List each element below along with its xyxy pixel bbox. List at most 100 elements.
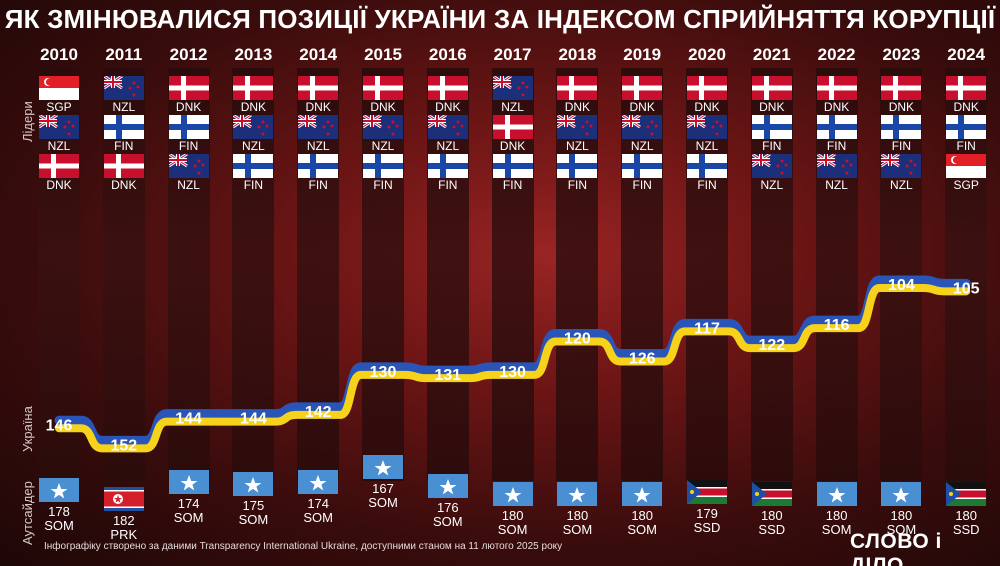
outsider-code: SSD — [952, 522, 980, 538]
ukraine-rank-label: 120 — [564, 330, 591, 347]
outsider-rank: 174 — [177, 495, 200, 511]
year-label: 2019 — [623, 45, 662, 64]
leader-code: DNK — [111, 178, 137, 192]
outsider-rank: 176 — [436, 499, 459, 515]
leader-code: NZL — [242, 139, 265, 153]
som-flag-icon — [881, 482, 922, 507]
som-flag-icon — [298, 469, 339, 494]
outsider-rank: 180 — [955, 508, 978, 524]
leader-code: NZL — [177, 178, 200, 192]
ukraine-rank-label: 152 — [110, 437, 137, 454]
leader-code: FIN — [308, 178, 328, 192]
som-flag-icon — [622, 482, 663, 507]
leader-code: DNK — [305, 100, 331, 114]
leader-code: FIN — [567, 178, 588, 192]
logo: СЛОВО і ДІЛО — [850, 530, 942, 566]
dnk-flag-icon — [427, 76, 468, 100]
year-label: 2014 — [299, 45, 338, 64]
nzl-flag-icon — [881, 154, 922, 178]
outsider-code: PRK — [110, 526, 138, 542]
outsider-code: SSD — [693, 520, 721, 536]
ukraine-rank-label: 130 — [499, 364, 526, 381]
fin-flag-icon — [687, 154, 727, 178]
outsider-rank: 180 — [760, 508, 783, 524]
dnk-flag-icon — [492, 115, 533, 139]
fin-flag-icon — [363, 154, 403, 178]
ukraine-rank-label: 131 — [434, 367, 461, 384]
outsider-rank: 180 — [501, 508, 524, 524]
dnk-flag-icon — [233, 76, 274, 100]
outsider-code: SOM — [432, 513, 463, 529]
leader-code: SGP — [953, 178, 979, 192]
dnk-flag-icon — [751, 76, 792, 100]
dnk-flag-icon — [687, 76, 727, 100]
outsider-rank: 179 — [696, 506, 718, 522]
leader-code: DNK — [759, 100, 785, 114]
outsider-rank: 180 — [566, 508, 589, 524]
nzl-flag-icon — [298, 115, 339, 139]
som-flag-icon — [39, 478, 79, 503]
leader-code: DNK — [370, 100, 396, 114]
year-label: 2021 — [752, 45, 791, 64]
leader-code: NZL — [501, 100, 524, 114]
ssd-flag-icon — [946, 482, 987, 507]
leader-code: FIN — [178, 139, 199, 153]
year-label: 2020 — [688, 45, 726, 64]
leader-code: FIN — [373, 178, 393, 192]
som-flag-icon — [363, 455, 403, 479]
leader-code: FIN — [114, 139, 134, 153]
year-label: 2013 — [234, 45, 273, 64]
ukraine-rank-label: 144 — [175, 411, 202, 428]
nzl-flag-icon — [168, 154, 209, 178]
fin-flag-icon — [103, 115, 144, 139]
leader-code: DNK — [823, 100, 850, 114]
outsider-rank: 178 — [48, 504, 70, 520]
year-label: 2011 — [105, 45, 143, 64]
leader-code: DNK — [240, 100, 267, 114]
leader-code: FIN — [891, 139, 912, 153]
outsider-code: SOM — [886, 522, 917, 538]
leader-code: FIN — [762, 139, 782, 153]
leader-code: NZL — [630, 139, 654, 153]
dnk-flag-icon — [39, 154, 79, 178]
dnk-flag-icon — [168, 76, 209, 100]
fin-flag-icon — [946, 115, 987, 139]
outsider-code: SOM — [238, 511, 269, 527]
outsider-rank: 174 — [307, 495, 330, 511]
leader-code: FIN — [697, 178, 717, 192]
leader-code: NZL — [566, 139, 589, 153]
som-flag-icon — [233, 471, 274, 496]
ukraine-rank-label: 130 — [370, 364, 397, 381]
dnk-flag-icon — [363, 76, 403, 100]
leader-code: FIN — [826, 139, 847, 153]
dnk-flag-icon — [103, 154, 144, 178]
leader-code: FIN — [243, 178, 264, 192]
ukraine-rank-label: 105 — [953, 280, 980, 297]
outsider-code: SSD — [758, 522, 786, 538]
leader-code: DNK — [46, 178, 72, 192]
som-flag-icon — [492, 482, 533, 507]
nzl-flag-icon — [751, 154, 792, 178]
leader-code: FIN — [502, 178, 523, 192]
leader-code: NZL — [436, 139, 460, 153]
ssd-flag-icon — [751, 482, 792, 507]
nzl-flag-icon — [492, 76, 533, 100]
leader-code: DNK — [694, 100, 720, 114]
leader-code: NZL — [371, 139, 395, 153]
nzl-flag-icon — [687, 115, 727, 139]
dnk-flag-icon — [557, 76, 598, 100]
dnk-flag-icon — [816, 76, 857, 100]
year-label: 2012 — [169, 45, 208, 64]
outsider-code: SOM — [303, 509, 333, 525]
year-label: 2024 — [947, 45, 986, 64]
nzl-flag-icon — [39, 115, 79, 139]
outsider-rank: 167 — [372, 481, 394, 496]
sgp-flag-icon — [946, 154, 987, 178]
outsider-rank: 180 — [890, 508, 913, 524]
ukraine-rank-label: 117 — [694, 320, 720, 337]
fin-flag-icon — [557, 154, 598, 178]
nzl-flag-icon — [816, 154, 857, 178]
leader-code: NZL — [306, 139, 330, 153]
ukraine-line-stroke — [54, 275, 971, 445]
